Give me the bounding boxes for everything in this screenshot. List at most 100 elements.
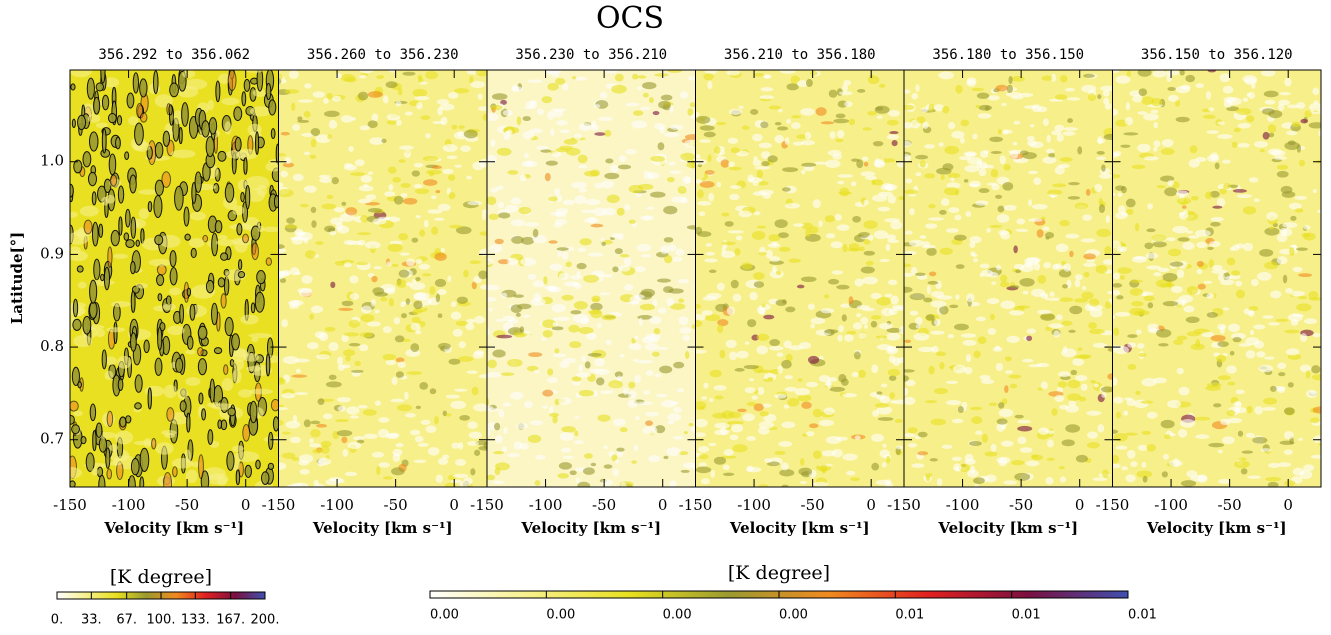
heatmap-texture [243,157,248,175]
heatmap-texture [792,223,805,227]
heatmap-texture [695,418,708,428]
heatmap-texture [782,187,791,192]
heatmap-texture [326,92,333,100]
heatmap-texture [1112,315,1116,320]
heatmap-texture [395,371,404,378]
heatmap-texture [618,265,631,272]
heatmap-texture [295,368,301,374]
heatmap-texture [1015,269,1022,274]
heatmap-texture [642,92,649,98]
heatmap-texture [254,291,265,313]
heatmap-texture [173,110,183,125]
heatmap-texture [743,364,759,370]
heatmap-texture [981,433,989,443]
heatmap-texture [890,220,903,230]
heatmap-texture [330,281,336,289]
heatmap-texture [872,194,888,202]
heatmap-texture [996,418,1008,425]
heatmap-texture [529,420,544,426]
heatmap-texture [316,354,331,360]
heatmap-texture [317,458,325,467]
heatmap-texture [1268,462,1281,468]
heatmap-texture [370,299,376,307]
heatmap-texture [1299,364,1312,373]
heatmap-texture [288,299,304,306]
heatmap-texture [929,458,938,462]
heatmap-texture [354,360,361,366]
heatmap-texture [1294,208,1304,213]
heatmap-texture [990,169,999,178]
heatmap-texture [365,194,377,200]
heatmap-texture [655,393,668,398]
heatmap-texture [984,105,990,111]
heatmap-texture [565,246,575,252]
heatmap-texture [1044,232,1055,239]
heatmap-texture [114,430,134,445]
heatmap-texture [357,232,372,236]
heatmap-texture [282,162,295,168]
heatmap-texture [1229,246,1235,251]
heatmap-texture [808,355,820,364]
heatmap-texture [326,194,334,199]
heatmap-texture [939,361,945,370]
heatmap-texture [1185,316,1200,324]
heatmap-texture [986,298,1000,305]
heatmap-texture [837,180,845,185]
heatmap-texture [394,335,405,343]
heatmap-texture [823,407,835,416]
heatmap-texture [725,339,737,349]
heatmap-texture [1186,331,1201,337]
heatmap-texture [104,356,117,366]
heatmap-texture [256,70,264,92]
heatmap-texture [778,441,793,447]
heatmap-texture [638,183,654,190]
heatmap-texture [284,224,298,229]
heatmap-texture [124,151,130,161]
heatmap-texture [939,247,953,255]
heatmap-texture [561,426,576,433]
heatmap-texture [1216,354,1227,363]
heatmap-texture [696,189,704,199]
heatmap-texture [248,388,273,395]
heatmap-texture [1284,480,1296,487]
heatmap-texture [1058,371,1071,378]
heatmap-texture [557,473,569,479]
heatmap-texture [753,211,761,216]
heatmap-texture [688,422,694,427]
heatmap-texture [1217,449,1224,454]
heatmap-texture [1051,73,1056,83]
heatmap-texture [284,157,292,164]
heatmap-texture [774,450,786,455]
heatmap-texture [904,189,919,195]
heatmap-texture [857,89,866,93]
heatmap-texture [772,265,777,272]
heatmap-texture [1014,472,1031,481]
heatmap-texture [708,269,717,274]
heatmap-texture [654,373,662,378]
heatmap-texture [1114,311,1131,317]
heatmap-texture [527,79,543,83]
colorbar-tick-label: 33. [81,613,102,628]
heatmap-texture [578,364,584,372]
heatmap-texture [886,119,899,126]
heatmap-texture [792,141,804,146]
heatmap-texture [1126,70,1132,77]
heatmap-texture [928,203,936,209]
heatmap-texture [395,357,405,363]
heatmap-texture [601,479,614,487]
heatmap-texture [884,218,901,223]
heatmap-texture [1226,409,1236,417]
heatmap-texture [704,70,718,75]
heatmap-texture [553,109,564,118]
heatmap-texture [1028,218,1043,222]
heatmap-texture [130,216,137,239]
heatmap-texture [989,136,1003,143]
heatmap-texture [1300,118,1308,124]
heatmap-texture [497,201,504,209]
heatmap-texture [117,185,125,204]
heatmap-texture [1312,87,1319,96]
heatmap-texture [190,247,197,259]
heatmap-texture [1080,238,1096,243]
heatmap-texture [1232,189,1247,193]
heatmap-texture [1209,190,1220,198]
